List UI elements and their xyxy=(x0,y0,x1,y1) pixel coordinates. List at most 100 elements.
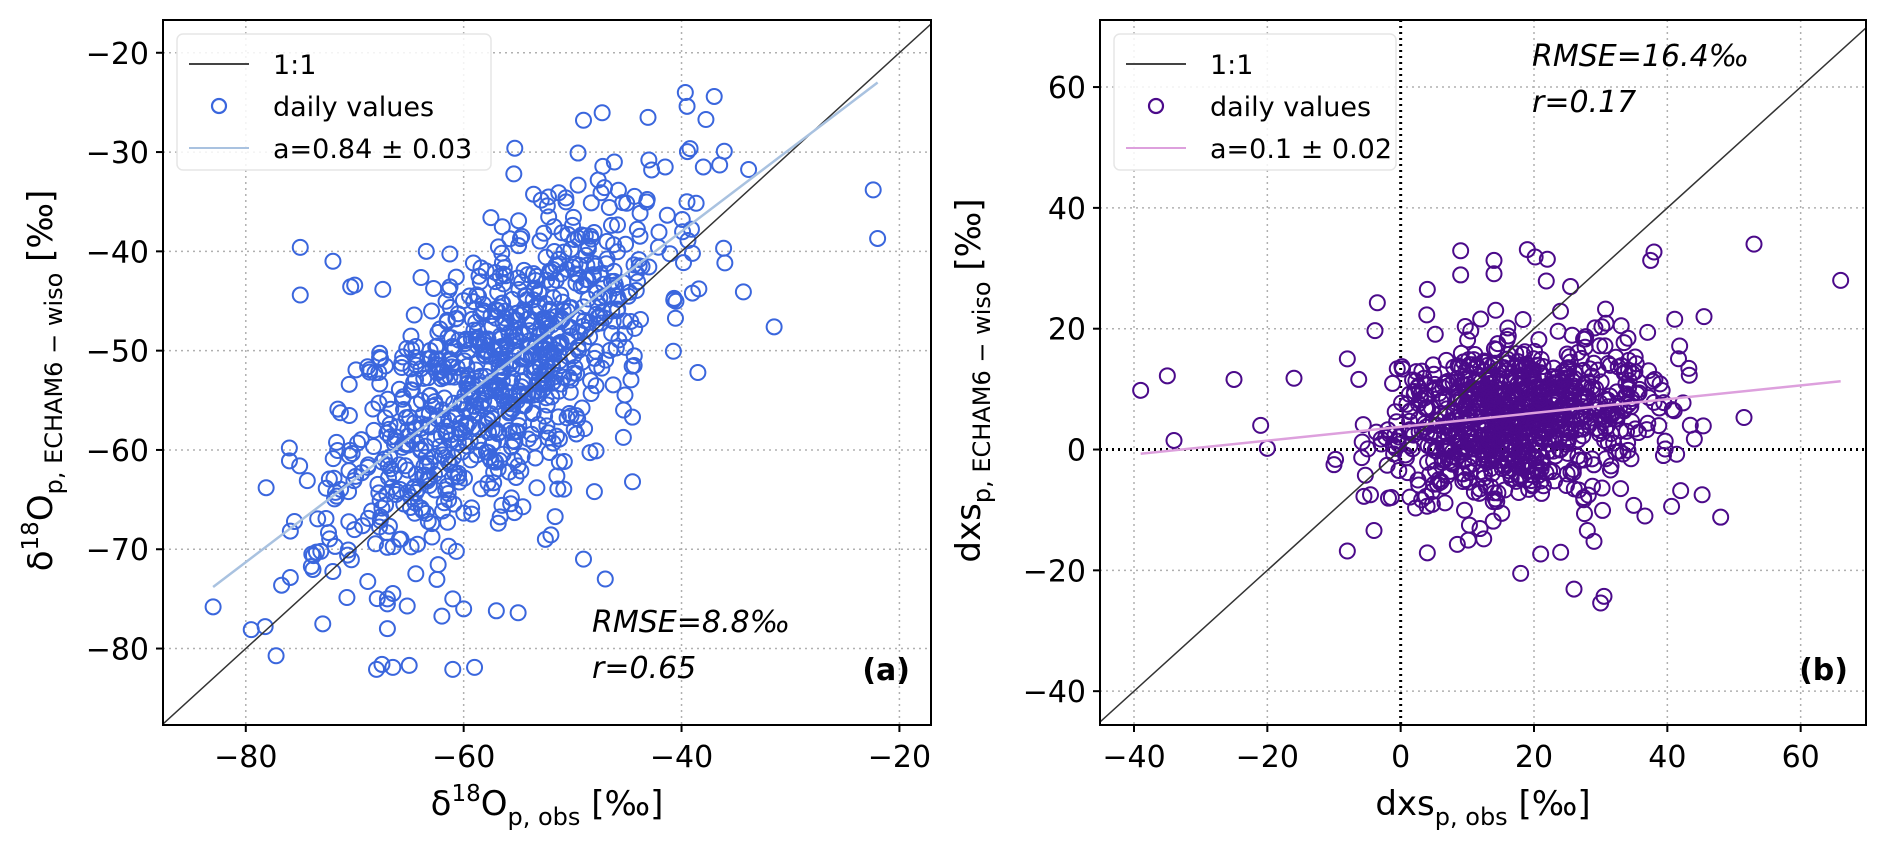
data-point xyxy=(352,431,370,449)
data-point xyxy=(447,542,465,560)
data-point xyxy=(408,434,426,452)
legend-label: 1:1 xyxy=(1210,50,1253,81)
data-point xyxy=(694,158,712,176)
data-point xyxy=(384,658,402,676)
data-point xyxy=(1458,405,1476,423)
data-point xyxy=(398,597,416,615)
data-point xyxy=(602,216,620,234)
data-point xyxy=(1421,426,1439,444)
data-point xyxy=(1644,372,1662,390)
panel-a: −80 −60 −40 −20 −80 −70 −60 −50 −40 −30 −20 δ18Op, … xyxy=(18,19,932,831)
data-point xyxy=(1526,342,1544,360)
data-point xyxy=(1460,388,1478,406)
data-point xyxy=(329,442,347,460)
data-point xyxy=(1694,417,1712,435)
data-point xyxy=(1656,432,1674,450)
data-point xyxy=(1384,374,1402,392)
data-point xyxy=(1538,250,1556,268)
data-point xyxy=(639,108,657,126)
data-point xyxy=(455,600,473,618)
data-point xyxy=(1735,409,1753,427)
data-point xyxy=(1424,356,1442,374)
data-point xyxy=(1425,365,1443,383)
data-point xyxy=(1630,380,1648,398)
data-point xyxy=(525,280,543,298)
data-point xyxy=(537,248,555,266)
data-point xyxy=(1482,460,1500,478)
data-point xyxy=(678,143,696,161)
data-point xyxy=(661,245,679,263)
data-point xyxy=(483,436,501,454)
data-point xyxy=(390,456,408,474)
data-point xyxy=(369,475,387,493)
data-point xyxy=(1426,379,1444,397)
data-point xyxy=(765,318,783,336)
data-point xyxy=(359,509,377,527)
data-point xyxy=(405,306,423,324)
data-point xyxy=(1668,445,1686,463)
data-point xyxy=(431,320,449,338)
data-point xyxy=(393,390,411,408)
data-point xyxy=(1523,446,1541,464)
data-point xyxy=(1626,348,1644,366)
data-point xyxy=(1285,369,1303,387)
data-point xyxy=(1484,390,1502,408)
y-tick-label: 60 xyxy=(1048,71,1086,106)
data-point xyxy=(1619,329,1637,347)
data-point xyxy=(674,223,692,241)
data-point xyxy=(1440,428,1458,446)
data-point xyxy=(1680,366,1698,384)
y-tick-label: −40 xyxy=(1023,675,1086,710)
data-point xyxy=(567,425,585,443)
data-point xyxy=(512,462,530,480)
data-point xyxy=(340,406,358,424)
data-point xyxy=(1436,494,1454,512)
data-point xyxy=(1499,327,1517,345)
data-point xyxy=(539,424,557,442)
data-point xyxy=(490,451,508,469)
data-point xyxy=(631,204,649,222)
data-point xyxy=(1549,322,1567,340)
data-point xyxy=(340,375,358,393)
data-point xyxy=(1672,482,1690,500)
data-point xyxy=(1636,507,1654,525)
data-point xyxy=(1562,278,1580,296)
x-tick-label: 60 xyxy=(1782,740,1820,775)
data-point xyxy=(573,226,591,244)
data-point xyxy=(291,286,309,304)
data-point xyxy=(1495,417,1513,435)
data-point xyxy=(1532,364,1550,382)
data-point xyxy=(1544,442,1562,460)
legend-label: 1:1 xyxy=(273,50,316,81)
data-point xyxy=(477,262,495,280)
data-point xyxy=(502,495,520,513)
data-point xyxy=(314,615,332,633)
data-point xyxy=(1441,462,1459,480)
data-point xyxy=(397,409,415,427)
data-point xyxy=(1712,508,1730,526)
rmse-annotation: RMSE=16.4‰ xyxy=(1532,39,1749,74)
plot-area xyxy=(1100,20,1866,725)
data-point xyxy=(531,232,549,250)
data-point xyxy=(378,620,396,638)
y-tick-label: −40 xyxy=(86,235,149,270)
legend-marker-icon xyxy=(210,97,228,115)
data-point xyxy=(412,419,430,437)
data-point xyxy=(1509,352,1527,370)
data-point xyxy=(535,224,553,242)
data-point xyxy=(1448,449,1466,467)
data-point xyxy=(606,276,624,294)
data-point xyxy=(1225,370,1243,388)
data-point xyxy=(638,193,656,211)
axes-frame xyxy=(162,19,932,726)
regression-line xyxy=(212,81,879,588)
data-point xyxy=(1671,337,1689,355)
data-point xyxy=(446,405,464,423)
data-point xyxy=(524,346,542,364)
y-tick-label: −20 xyxy=(1023,554,1086,589)
data-point xyxy=(1570,481,1588,499)
data-point xyxy=(526,449,544,467)
data-point xyxy=(431,363,449,381)
data-point xyxy=(407,370,425,388)
data-point xyxy=(530,370,548,388)
